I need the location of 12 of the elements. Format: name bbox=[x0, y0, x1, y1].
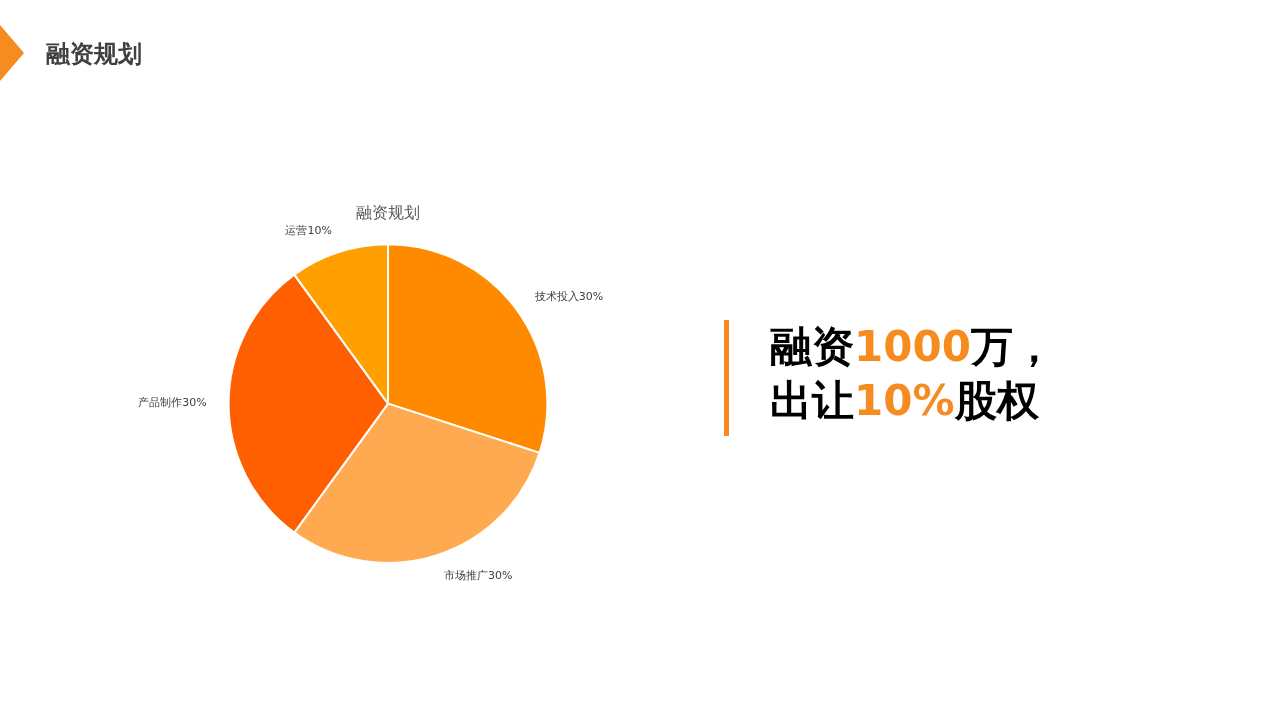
data-label: 30% bbox=[578, 289, 604, 303]
slice-label: 技术投入 bbox=[533, 289, 579, 303]
chart-title: 融资规划 bbox=[356, 202, 420, 222]
text: 出让10%股权 bbox=[770, 376, 1039, 425]
slice-label: 运营 bbox=[285, 223, 308, 237]
chart-subtitle: 融资规划 bbox=[46, 39, 142, 70]
slice-label: 市场推广 bbox=[444, 568, 489, 582]
slice-label: 产品制作 bbox=[138, 396, 183, 410]
data-label: 30% bbox=[488, 568, 513, 582]
data-label: 30% bbox=[182, 396, 207, 410]
text: 融资1000万， bbox=[770, 322, 1055, 371]
data-label: 10% bbox=[307, 223, 332, 237]
